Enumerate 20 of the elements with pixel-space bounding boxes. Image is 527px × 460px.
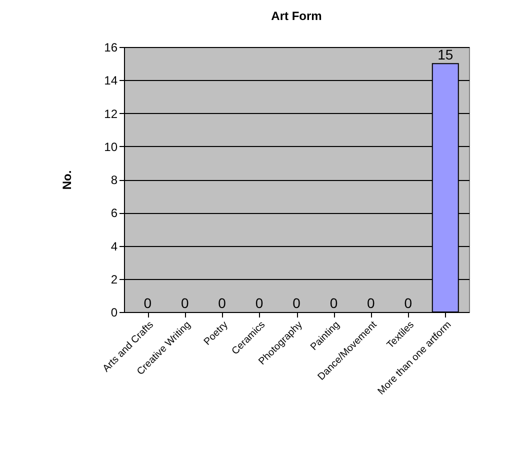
data-label: 0 — [367, 295, 376, 311]
y-tick-label: 8 — [110, 173, 118, 187]
data-label: 15 — [438, 46, 454, 63]
y-tick-label: 14 — [104, 74, 118, 88]
data-label: 0 — [218, 295, 226, 311]
y-tick-label: 16 — [104, 40, 118, 54]
data-label: 0 — [292, 295, 301, 311]
data-label: 0 — [330, 295, 338, 311]
chart-title: Art Form — [271, 9, 322, 23]
y-tick-label: 2 — [110, 272, 118, 286]
y-axis-title: No. — [60, 170, 74, 190]
data-label: 0 — [404, 295, 412, 311]
data-label: 0 — [180, 295, 189, 311]
data-label: 0 — [255, 295, 264, 311]
y-tick-label: 10 — [104, 140, 118, 154]
y-tick-label: 4 — [110, 239, 118, 254]
y-tick-label: 12 — [104, 106, 118, 121]
y-tick-label: 0 — [110, 306, 118, 320]
data-label: 0 — [144, 295, 152, 311]
y-tick-label: 6 — [110, 206, 118, 220]
